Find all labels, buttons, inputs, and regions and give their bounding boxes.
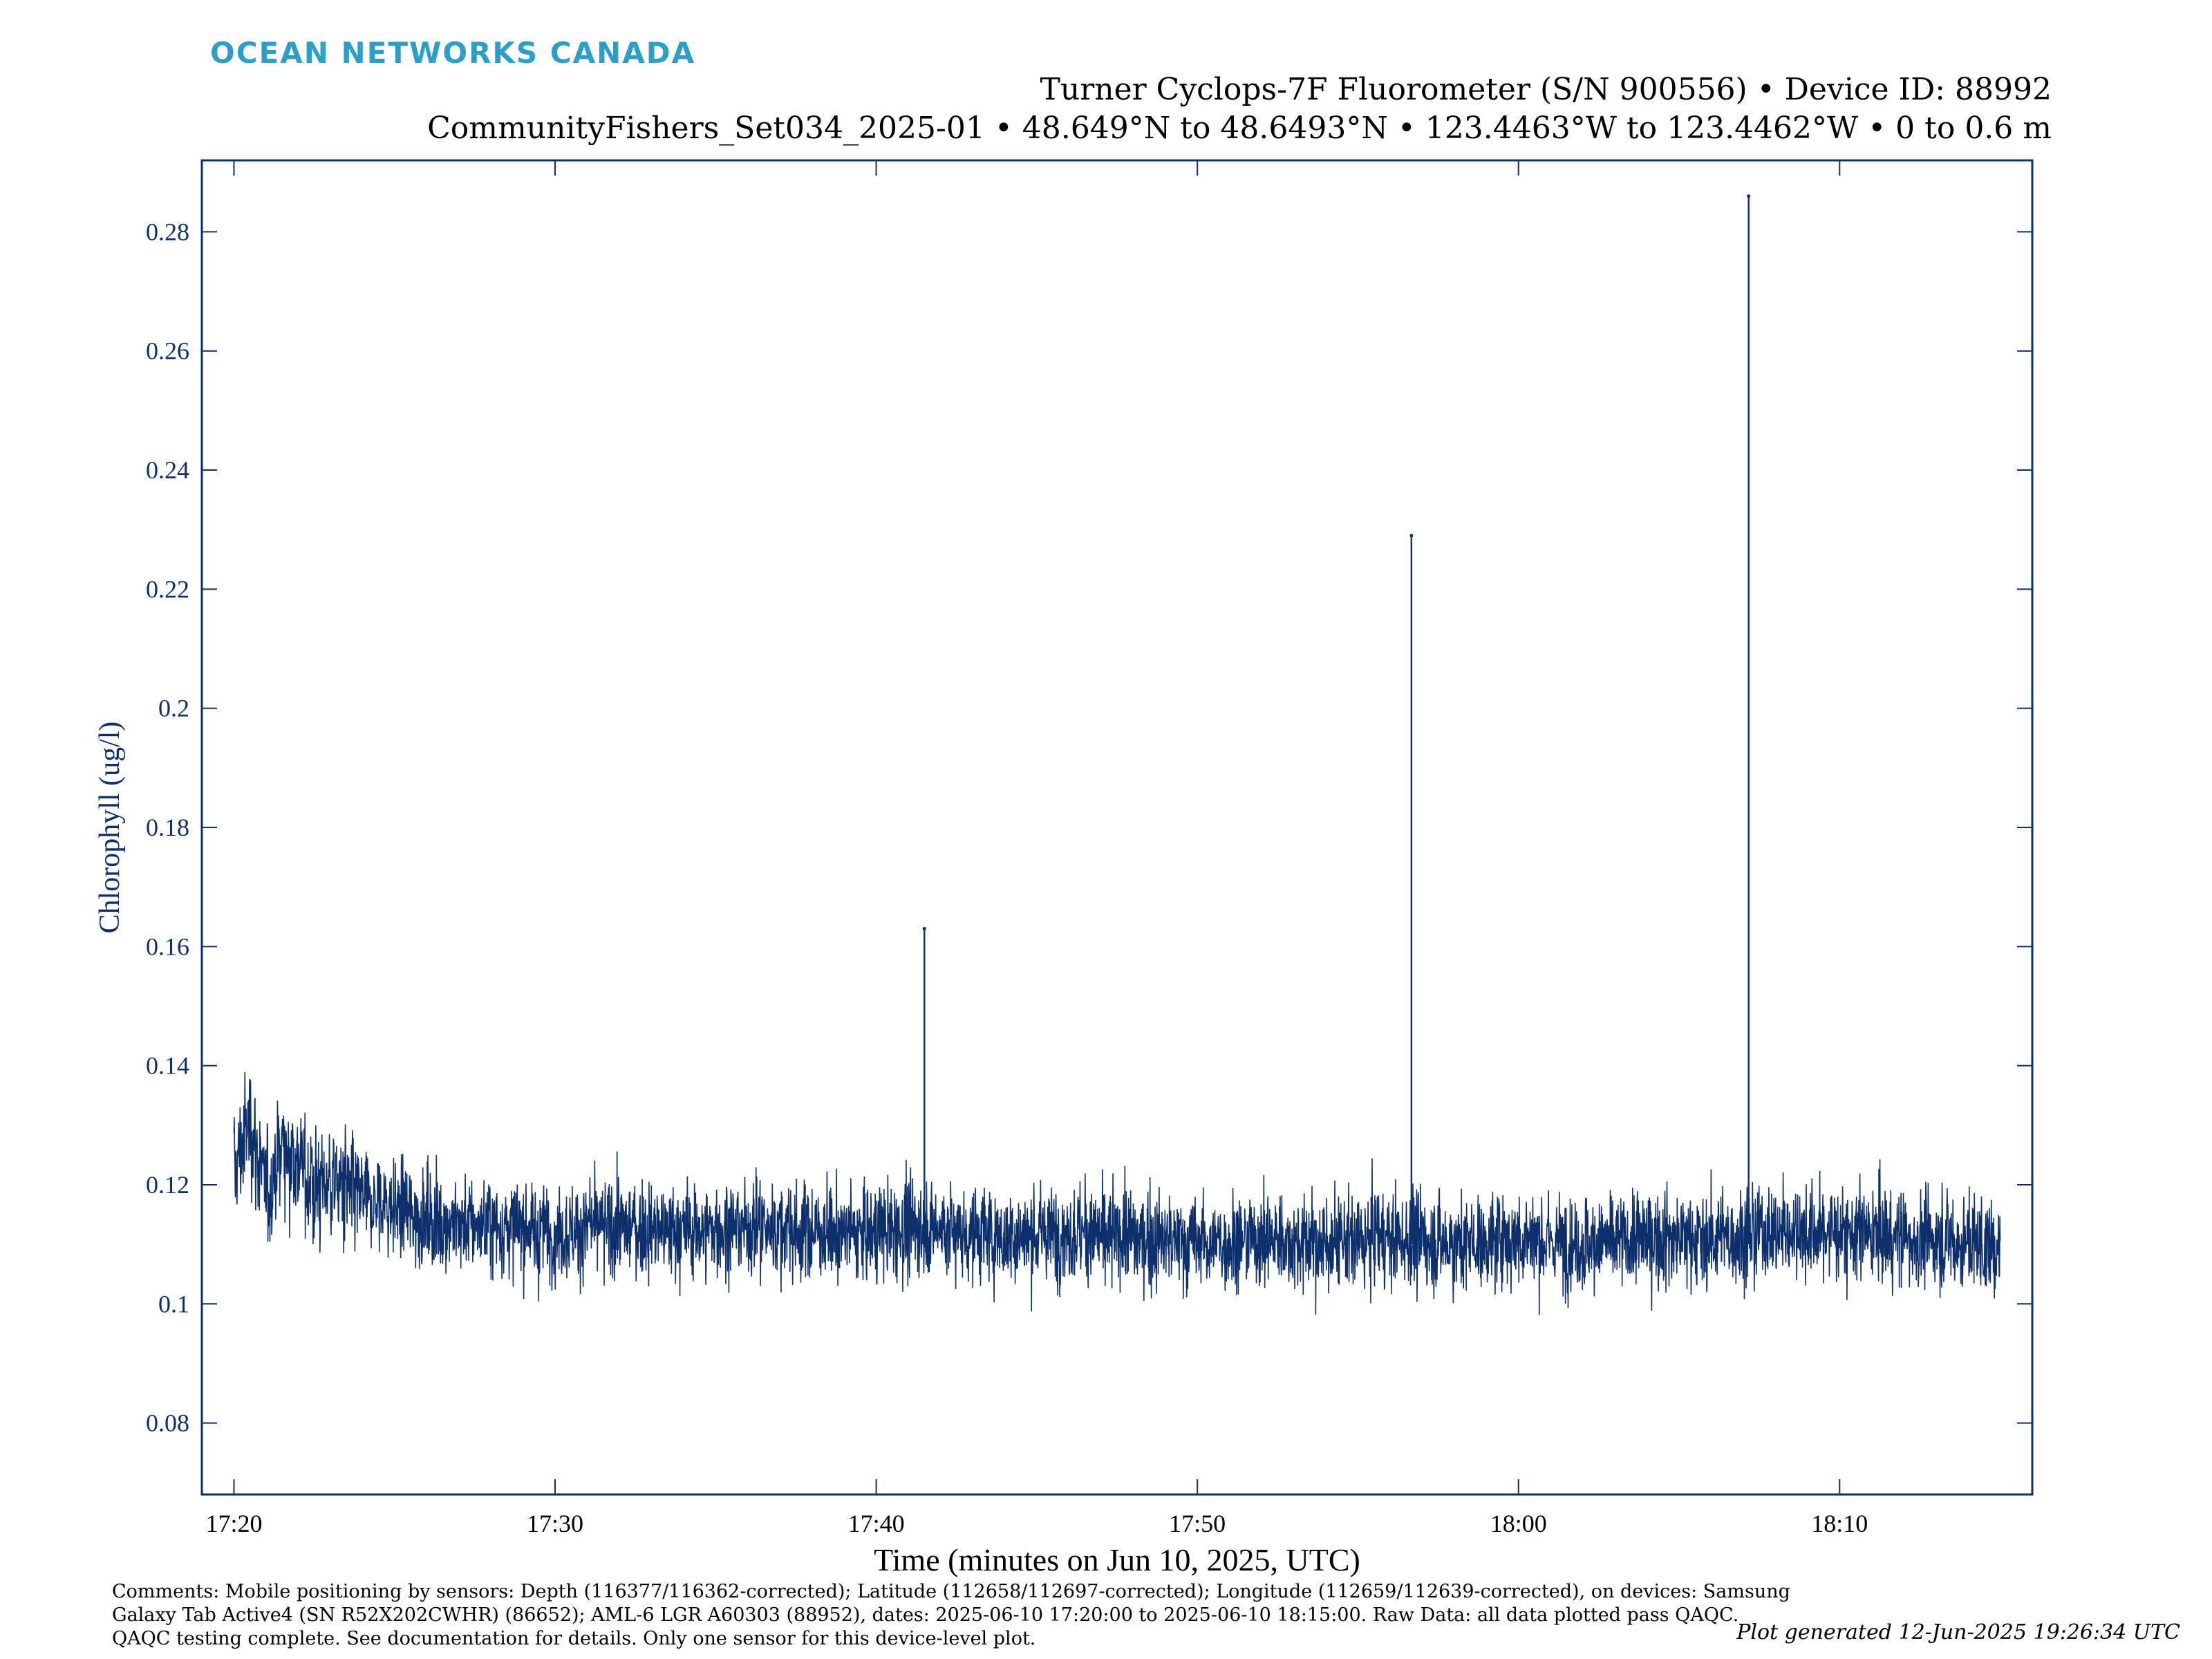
y-tick-label: 0.18	[146, 814, 189, 841]
x-tick-label: 18:10	[1811, 1510, 1868, 1537]
y-tick-label: 0.28	[146, 218, 189, 245]
series-layer	[233, 1072, 2001, 1315]
ocean-networks-canada-logo: OCEAN NETWORKS CANADA	[210, 36, 696, 70]
x-tick-label: 17:40	[848, 1510, 905, 1537]
y-tick-label: 0.26	[146, 337, 189, 365]
y-tick-label: 0.24	[146, 456, 189, 484]
chlorophyll-series-line	[233, 1072, 2001, 1315]
x-axis-label: Time (minutes on Jun 10, 2025, UTC)	[874, 1542, 1360, 1577]
x-tick-label: 17:50	[1169, 1510, 1226, 1537]
x-tick-label: 18:00	[1490, 1510, 1547, 1537]
y-tick-label: 0.08	[146, 1409, 189, 1437]
spike-point	[922, 926, 926, 930]
y-tick-label: 0.14	[146, 1052, 189, 1080]
spike-point	[1409, 534, 1414, 538]
plot-area	[200, 159, 2034, 1496]
y-axis-label: Chlorophyll (ug/l)	[94, 722, 126, 934]
plot-title-device: Turner Cyclops-7F Fluorometer (S/N 90055…	[1040, 72, 2052, 107]
spike-point	[1747, 194, 1751, 198]
y-tick-label: 0.1	[158, 1290, 189, 1318]
y-tick-label: 0.12	[146, 1171, 189, 1199]
x-tick-label: 17:20	[205, 1510, 262, 1537]
plot-title-location: CommunityFishers_Set034_2025-01 • 48.649…	[427, 111, 2052, 146]
tick-layer: 17:20 17:30 17:40 17:50 18:00 18:10 0.08 0.1 0.1…	[146, 160, 2032, 1537]
plot-generated-timestamp: Plot generated 12-Jun-2025 19:26:34 UTC	[1736, 1620, 2180, 1644]
y-tick-label: 0.22	[146, 575, 189, 603]
x-tick-label: 17:30	[527, 1510, 583, 1537]
y-tick-label: 0.2	[158, 695, 189, 722]
spike-layer	[922, 194, 1751, 1245]
footer-comments: Comments: Mobile positioning by sensors:…	[112, 1581, 1790, 1649]
y-tick-label: 0.16	[146, 932, 189, 960]
